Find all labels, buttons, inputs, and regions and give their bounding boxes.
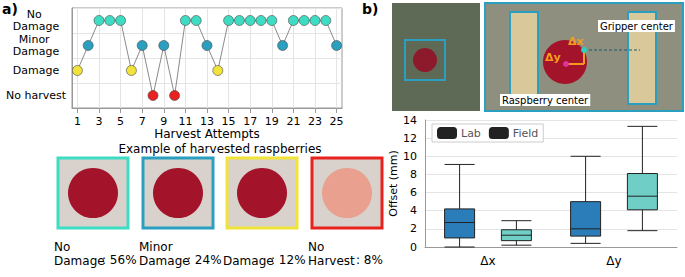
svg-text:Lab: Lab [461,127,481,140]
svg-text:2: 2 [410,222,417,235]
svg-text:Δy: Δy [545,51,561,64]
svg-text:No: No [308,240,324,254]
svg-text:9: 9 [160,115,167,128]
svg-text:21: 21 [286,115,300,128]
svg-text:No: No [54,240,70,254]
svg-text:No: No [26,8,46,21]
svg-text:7: 7 [139,115,146,128]
svg-text:19: 19 [265,115,279,128]
svg-text:Minor: Minor [139,240,173,254]
svg-text:6: 6 [410,186,417,199]
svg-text:25: 25 [330,115,344,128]
svg-text:Minor: Minor [18,33,54,46]
svg-text:Δx: Δx [568,35,584,48]
svg-text:3: 3 [96,115,103,128]
svg-text:Damage: Damage [54,254,105,268]
svg-text:Offset (mm): Offset (mm) [387,150,400,217]
svg-text:14: 14 [403,114,417,127]
svg-text:Harvest: Harvest [308,254,355,268]
svg-text:11: 11 [178,115,192,128]
svg-text:13: 13 [200,115,214,128]
svg-text:23: 23 [308,115,322,128]
svg-text:Damage: Damage [223,254,274,268]
svg-text:0: 0 [410,241,417,254]
svg-text:Example of harvested raspberri: Example of harvested raspberries [118,142,321,156]
svg-text:10: 10 [403,150,417,163]
svg-text:4: 4 [410,204,417,217]
svg-text:5: 5 [117,115,124,128]
svg-text:: 12%: : 12% [271,253,306,267]
svg-text:Damage: Damage [13,64,60,77]
svg-text:17: 17 [243,115,257,128]
svg-text:a): a) [2,1,18,17]
svg-text:Gripper center: Gripper center [600,21,674,32]
svg-text:Δy: Δy [606,254,621,268]
svg-text:1: 1 [74,115,81,128]
svg-text:: 24%: : 24% [187,253,222,267]
svg-text:Damage: Damage [139,254,190,268]
svg-text:8: 8 [410,168,417,181]
svg-text:b): b) [362,1,378,17]
svg-text:: 56%: : 56% [102,253,137,267]
svg-text:No harvest: No harvest [6,89,67,102]
svg-text:Raspberry center: Raspberry center [502,95,589,106]
svg-text:Δx: Δx [480,254,495,268]
svg-text:: 8%: : 8% [356,253,383,267]
svg-text:Field: Field [513,127,538,140]
svg-text:15: 15 [222,115,236,128]
svg-text:Harvest Attempts: Harvest Attempts [154,127,260,141]
svg-text:Damage: Damage [13,20,60,33]
svg-text:Damage: Damage [13,45,60,58]
svg-text:12: 12 [403,132,417,145]
